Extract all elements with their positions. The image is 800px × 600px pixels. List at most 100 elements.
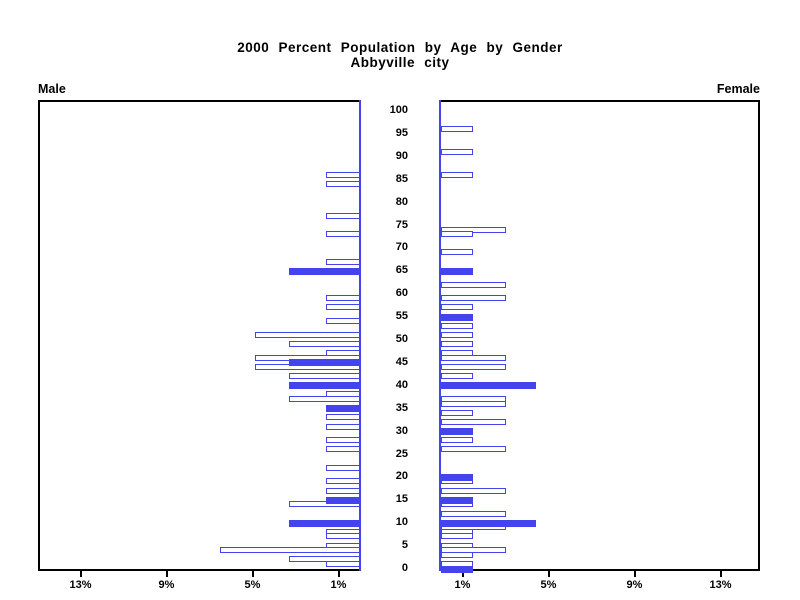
age-label-50: 50 [395, 333, 408, 345]
female-age-axis-line [439, 100, 441, 571]
bar-male-age-1 [325, 560, 360, 567]
age-label-95: 95 [395, 126, 408, 139]
chart-title-line1: 2000 Percent Population by Age by Gender [237, 40, 563, 55]
bar-male-age-51 [254, 331, 360, 338]
bar-female-age-55 [441, 313, 474, 321]
male-axis-tick-1 [337, 571, 340, 577]
bar-male-age-17 [325, 487, 360, 494]
bar-male-age-59 [325, 295, 360, 302]
age-label-55: 55 [395, 310, 408, 323]
age-label-75: 75 [395, 218, 408, 231]
bar-female-age-42 [441, 373, 474, 380]
bar-male-age-4 [220, 547, 360, 554]
bar-male-age-77 [325, 212, 360, 219]
age-label-15: 15 [395, 493, 408, 506]
bar-male-age-33 [325, 414, 360, 421]
male-axis-label-5: 5% [244, 579, 261, 591]
age-label-65: 65 [395, 264, 408, 277]
age-label-0: 0 [401, 562, 408, 574]
bar-male-age-7 [325, 533, 360, 540]
male-axis-label-13: 13% [69, 579, 92, 591]
age-label-100: 100 [389, 104, 408, 116]
bar-female-age-4 [441, 547, 506, 554]
bar-female-age-74 [441, 226, 506, 233]
female-axis-tick-1 [461, 571, 464, 577]
bar-female-age-28 [441, 437, 474, 444]
age-label-10: 10 [395, 516, 408, 529]
bar-male-age-42 [289, 373, 360, 380]
bar-female-age-51 [441, 331, 474, 338]
bar-female-age-53 [441, 322, 474, 329]
bar-male-age-65 [289, 267, 360, 275]
female-axis-label-1: 1% [454, 579, 471, 591]
female-panel-label: Female [716, 82, 760, 96]
age-label-85: 85 [395, 172, 408, 185]
bar-male-age-67 [325, 258, 360, 265]
bar-female-age-30 [441, 428, 474, 436]
age-label-20: 20 [395, 470, 408, 483]
bar-male-age-35 [325, 405, 360, 413]
male-axis-label-1: 1% [330, 579, 347, 591]
bar-male-age-37 [289, 396, 360, 403]
age-label-90: 90 [395, 149, 408, 162]
bar-female-age-86 [441, 171, 474, 178]
bar-male-age-15 [325, 496, 360, 504]
age-label-35: 35 [395, 401, 408, 414]
bar-male-age-31 [325, 423, 360, 430]
bar-male-age-19 [325, 478, 360, 485]
bar-male-age-73 [325, 231, 360, 238]
bar-male-age-26 [325, 446, 360, 453]
female-axis-label-9: 9% [626, 579, 643, 591]
bar-male-age-57 [325, 304, 360, 311]
bar-female-age-62 [441, 281, 506, 288]
bar-female-age-40 [441, 382, 536, 390]
bar-male-age-10 [289, 519, 360, 527]
bar-male-age-45 [289, 359, 360, 367]
bar-female-age-36 [441, 400, 506, 407]
age-label-25: 25 [395, 447, 408, 460]
bar-female-age-3 [441, 551, 474, 558]
female-axis-tick-9 [633, 571, 636, 577]
bar-male-age-86 [325, 171, 360, 178]
female-axis-label-5: 5% [540, 579, 557, 591]
bar-male-age-54 [325, 318, 360, 325]
bar-male-age-22 [325, 464, 360, 471]
bar-female-age-7 [441, 533, 474, 540]
male-panel-label: Male [38, 82, 66, 96]
bar-female-age-44 [441, 363, 506, 370]
bar-female-age-73 [441, 231, 474, 238]
age-label-70: 70 [395, 241, 408, 254]
bar-male-age-2 [289, 556, 360, 563]
male-age-axis-line [359, 100, 361, 571]
bar-female-age-10 [441, 519, 536, 527]
bar-female-age-0 [441, 565, 474, 573]
chart-title: 2000 Percent Population by Age by Gender… [0, 40, 800, 70]
female-plot-area [439, 100, 760, 571]
bar-male-age-84 [325, 180, 360, 187]
male-axis-tick-5 [251, 571, 254, 577]
bar-female-age-15 [441, 496, 474, 504]
male-axis-label-9: 9% [158, 579, 175, 591]
bar-female-age-65 [441, 267, 474, 275]
age-label-60: 60 [395, 287, 408, 300]
bar-female-age-34 [441, 409, 474, 416]
bar-female-age-20 [441, 473, 474, 481]
age-label-45: 45 [395, 355, 408, 368]
bar-female-age-69 [441, 249, 474, 256]
bar-female-age-17 [441, 487, 506, 494]
bar-male-age-14 [289, 501, 360, 508]
bar-female-age-59 [441, 295, 506, 302]
bar-female-age-26 [441, 446, 506, 453]
age-label-30: 30 [395, 424, 408, 437]
age-label-80: 80 [395, 195, 408, 208]
bar-female-age-32 [441, 418, 506, 425]
female-axis-label-13: 13% [709, 579, 732, 591]
age-label-40: 40 [395, 378, 408, 391]
chart-title-line2: Abbyville city [350, 55, 450, 70]
age-label-5: 5 [401, 539, 408, 552]
bar-male-age-49 [289, 341, 360, 348]
bar-male-age-28 [325, 437, 360, 444]
male-axis-tick-13 [79, 571, 82, 577]
female-axis-tick-13 [719, 571, 722, 577]
